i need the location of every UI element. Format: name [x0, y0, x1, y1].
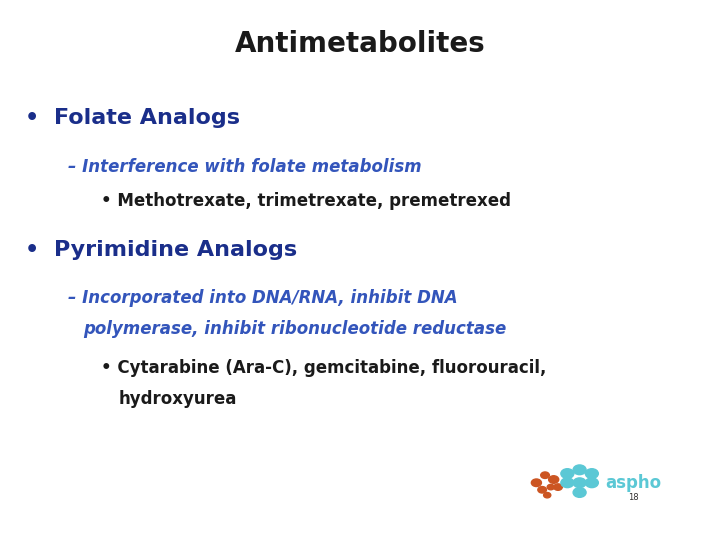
- Circle shape: [573, 478, 586, 488]
- Circle shape: [561, 469, 574, 478]
- Text: • Cytarabine (Ara-C), gemcitabine, fluorouracil,: • Cytarabine (Ara-C), gemcitabine, fluor…: [101, 359, 546, 377]
- Text: •: •: [25, 240, 40, 260]
- Circle shape: [531, 479, 541, 487]
- Text: – Interference with folate metabolism: – Interference with folate metabolism: [68, 158, 422, 176]
- Circle shape: [538, 487, 546, 493]
- Text: Folate Analogs: Folate Analogs: [54, 108, 240, 128]
- Text: 18: 18: [629, 494, 639, 502]
- Circle shape: [561, 478, 574, 488]
- Circle shape: [573, 488, 586, 497]
- Circle shape: [554, 484, 562, 490]
- Circle shape: [585, 478, 598, 488]
- Circle shape: [549, 476, 559, 483]
- Text: aspho: aspho: [605, 474, 661, 492]
- Text: polymerase, inhibit ribonucleotide reductase: polymerase, inhibit ribonucleotide reduc…: [83, 320, 506, 338]
- Text: •: •: [25, 108, 40, 128]
- Circle shape: [547, 484, 554, 490]
- Circle shape: [541, 472, 549, 478]
- Circle shape: [544, 492, 551, 498]
- Text: • Methotrexate, trimetrexate, premetrexed: • Methotrexate, trimetrexate, premetrexe…: [101, 192, 510, 210]
- Text: – Incorporated into DNA/RNA, inhibit DNA: – Incorporated into DNA/RNA, inhibit DNA: [68, 289, 458, 307]
- Circle shape: [573, 465, 586, 475]
- Circle shape: [585, 469, 598, 478]
- Text: Antimetabolites: Antimetabolites: [235, 30, 485, 58]
- Text: hydroxyurea: hydroxyurea: [119, 390, 237, 408]
- Text: Pyrimidine Analogs: Pyrimidine Analogs: [54, 240, 297, 260]
